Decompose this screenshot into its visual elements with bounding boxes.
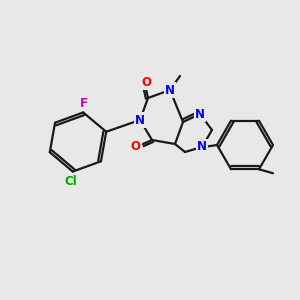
Text: N: N — [195, 107, 205, 121]
Text: O: O — [141, 76, 151, 88]
Text: O: O — [130, 140, 140, 152]
Text: F: F — [80, 97, 88, 110]
Text: N: N — [165, 83, 175, 97]
Text: Cl: Cl — [64, 175, 77, 188]
Text: N: N — [135, 113, 145, 127]
Text: N: N — [197, 140, 207, 154]
